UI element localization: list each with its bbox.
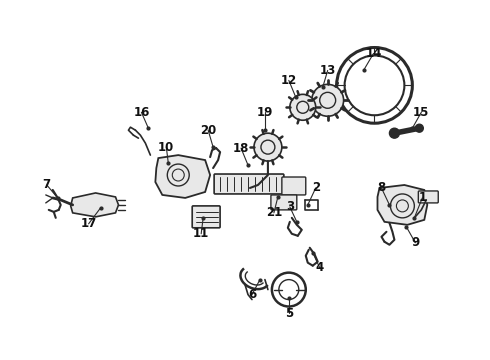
Circle shape [290,94,316,120]
Text: 20: 20 [200,124,216,137]
Text: 14: 14 [366,47,382,60]
Text: 18: 18 [233,141,249,155]
Text: 9: 9 [411,236,419,249]
Text: 11: 11 [193,227,209,240]
FancyBboxPatch shape [192,206,220,228]
Text: 16: 16 [133,106,149,119]
FancyBboxPatch shape [282,177,306,195]
Circle shape [254,133,282,161]
FancyBboxPatch shape [214,174,284,194]
Text: 1: 1 [418,192,426,204]
Text: 15: 15 [413,106,430,119]
Text: 4: 4 [316,261,324,274]
Text: 13: 13 [319,64,336,77]
FancyBboxPatch shape [418,191,438,203]
Circle shape [312,84,343,116]
Polygon shape [377,185,427,225]
Text: 6: 6 [248,288,256,301]
Text: 7: 7 [43,179,51,192]
Text: 2: 2 [312,181,320,194]
Polygon shape [71,193,119,217]
Text: 19: 19 [257,106,273,119]
Text: 12: 12 [281,74,297,87]
FancyBboxPatch shape [271,195,297,210]
Text: 3: 3 [286,201,294,213]
Text: 21: 21 [266,206,282,219]
Text: 5: 5 [285,307,293,320]
Circle shape [416,124,423,132]
Polygon shape [155,155,210,198]
Circle shape [390,128,399,138]
Text: 17: 17 [80,217,97,230]
Text: 8: 8 [377,181,386,194]
Text: 10: 10 [158,141,174,154]
